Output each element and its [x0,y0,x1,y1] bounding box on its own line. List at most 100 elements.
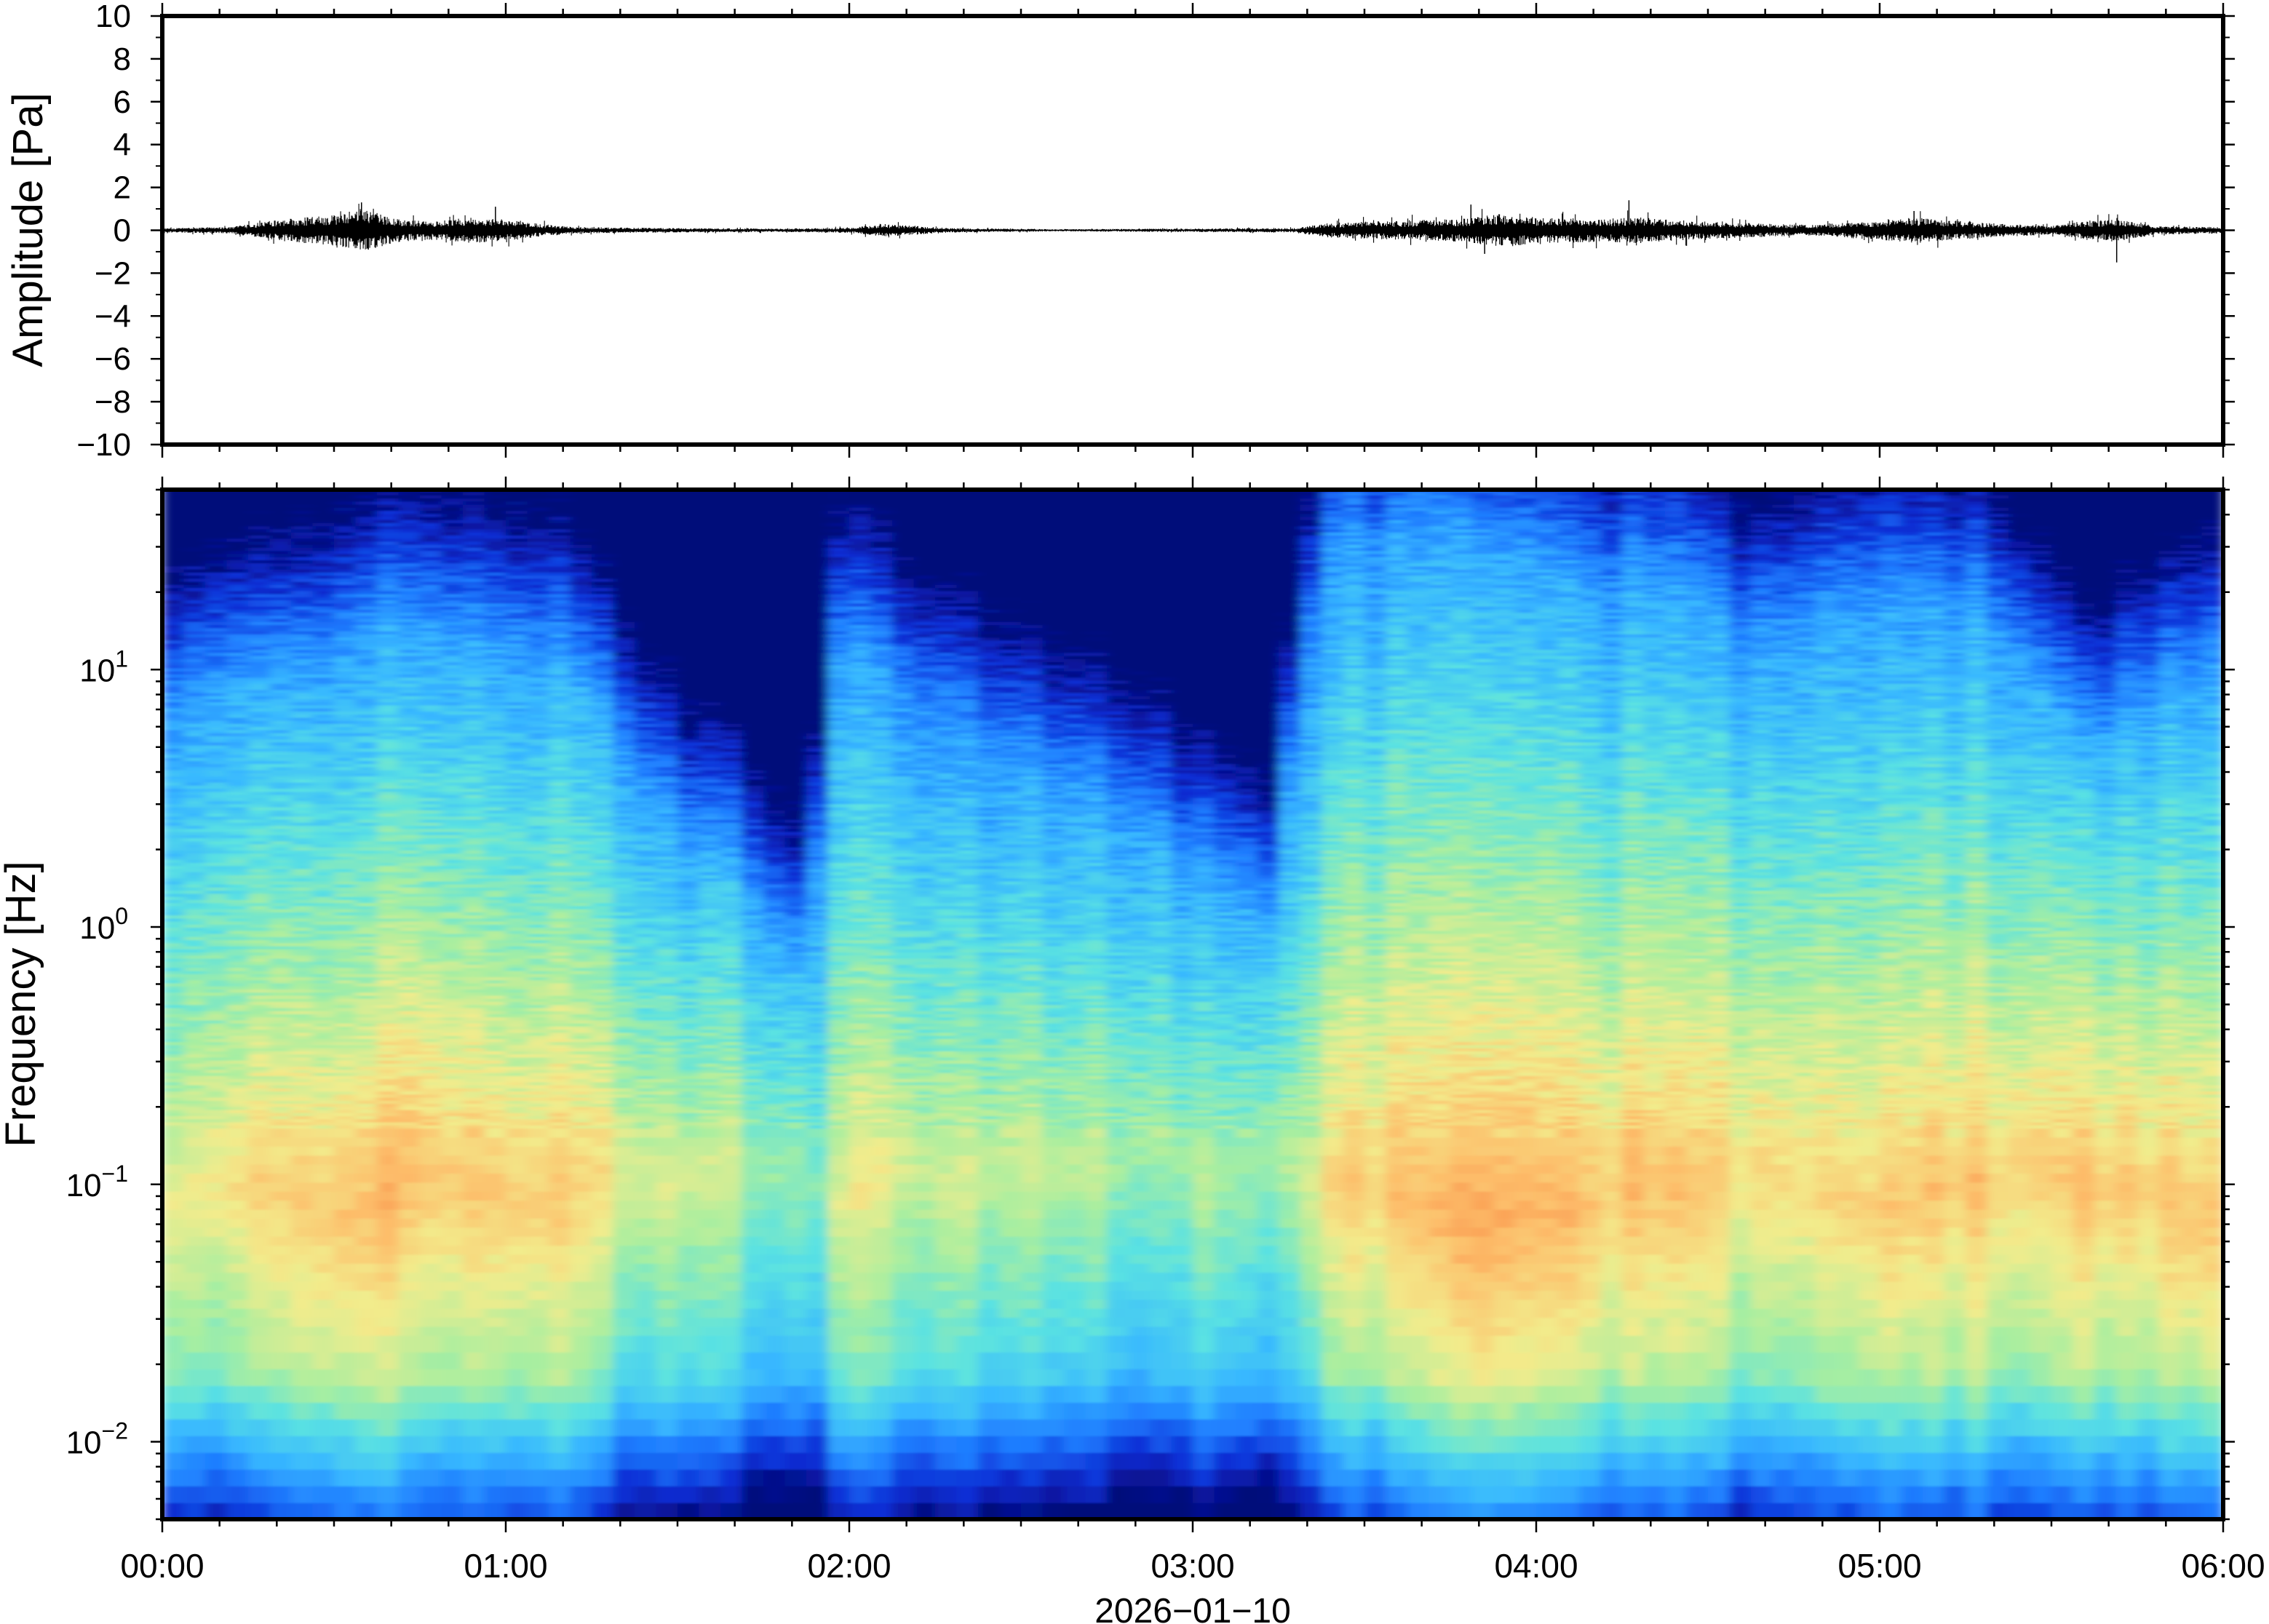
spectrogram-cell [162,770,184,773]
spectrogram-cell [162,584,184,588]
spectrogram-cell [334,816,356,820]
spectrogram-cell [205,1051,227,1054]
spectrogram-cell [399,1051,421,1054]
spectrogram-cell [377,720,399,724]
spectrogram-cell [162,1452,184,1470]
spectrogram-cell [506,1017,528,1021]
spectrogram-cell [485,702,506,706]
spectrogram-cell [248,665,270,669]
spectrogram-cell [420,1299,442,1309]
spectrogram-cell [184,1385,206,1403]
spectrogram-cell [506,541,528,545]
spectrogram-cell [313,646,335,650]
spectrogram-cell [291,1317,313,1326]
spectrogram-cell [506,1308,528,1318]
spectrogram-cell [334,755,356,758]
spectrogram-cell [528,995,549,999]
spectrogram-cell [399,887,421,891]
spectrogram-cell [506,501,528,505]
spectrogram-cell [420,906,442,909]
spectrogram-cell [377,866,399,869]
spectrogram-cell [184,529,206,533]
spectrogram-cell [399,1182,421,1192]
spectrogram-cell [399,989,421,992]
spectrogram-cell [377,1063,399,1067]
spectrogram-cell [506,522,528,526]
spectrogram-cell [506,899,528,903]
spectrogram-cell [291,591,313,594]
spectrogram-cell [420,551,442,554]
spectrogram-cell [291,1057,313,1061]
spectrogram-cell [291,1023,313,1027]
spectrogram-cell [356,1107,378,1110]
spectrogram-cell [227,529,249,533]
spectrogram-cell [528,1146,549,1155]
spectrogram-cell [399,1063,421,1067]
spectrogram-cell [205,1236,227,1246]
spectrogram-cell [291,535,313,538]
spectrogram-cell [313,686,335,690]
spectrogram-cell [442,844,464,848]
spectrogram-cell [528,934,549,937]
spectrogram-cell [227,1045,249,1048]
spectrogram-cell [463,906,485,909]
spectrogram-cell [248,1254,270,1264]
spectrogram-cell [270,850,292,853]
spectrogram-cell [399,1011,421,1014]
spectrogram-cell [377,702,399,706]
spectrogram-cell [227,693,249,696]
spectrogram-cell [399,1254,421,1264]
spectrogram-cell [399,816,421,820]
spectrogram-cell [463,983,485,987]
spectrogram-cell [184,665,206,669]
spectrogram-cell [506,949,528,952]
spectrogram-cell [485,1385,506,1403]
spectrogram-cell [334,591,356,594]
spectrogram-cell [463,844,485,848]
spectrogram-cell [506,887,528,891]
spectrogram-cell [420,1369,442,1386]
spectrogram-cell [227,618,249,622]
spectrogram-cell [270,983,292,987]
spectrogram-cell [334,1263,356,1273]
spectrogram-cell [205,921,227,925]
spectrogram-cell [313,1402,335,1420]
spectrogram-cell [162,736,184,739]
spectrogram-cell [463,1155,485,1164]
spectrogram-cell [463,1119,485,1123]
spectrogram-cell [506,507,528,511]
spectrogram-cell [205,686,227,690]
spectrogram-cell [227,1063,249,1067]
spectrogram-cell [248,1263,270,1273]
spectrogram-cell [270,1164,292,1174]
spectrogram-cell [356,1369,378,1386]
spectrogram-cell [442,1051,464,1054]
spectrogram-cell [270,776,292,779]
spectrogram-cell [162,720,184,724]
spectrogram-cell [162,921,184,925]
spectrogram-cell [485,693,506,696]
spectrogram-cell [463,788,485,792]
spectrogram-cell [313,584,335,588]
spectrogram-cell [162,640,184,644]
spectrogram-cell [313,618,335,622]
spectrogram-cell [485,1035,506,1039]
spectrogram-cell [334,974,356,977]
spectrogram-cell [184,618,206,622]
spectrogram-cell [334,624,356,628]
spectrogram-cell [313,782,335,786]
spectrogram-cell [248,1245,270,1254]
spectrogram-cell [248,1452,270,1470]
spectrogram-cell [463,797,485,801]
spectrogram-cell [334,1128,356,1137]
spectrogram-cell [506,797,528,801]
spectrogram-cell [463,1200,485,1209]
spectrogram-cell [291,1263,313,1273]
spectrogram-cell [442,1091,464,1094]
spectrogram-cell [377,736,399,739]
spectrogram-cell [248,495,270,498]
spectrogram-cell [463,736,485,739]
spectrogram-cell [270,1209,292,1219]
spectrogram-cell [334,1097,356,1101]
spectrogram-cell [291,804,313,808]
